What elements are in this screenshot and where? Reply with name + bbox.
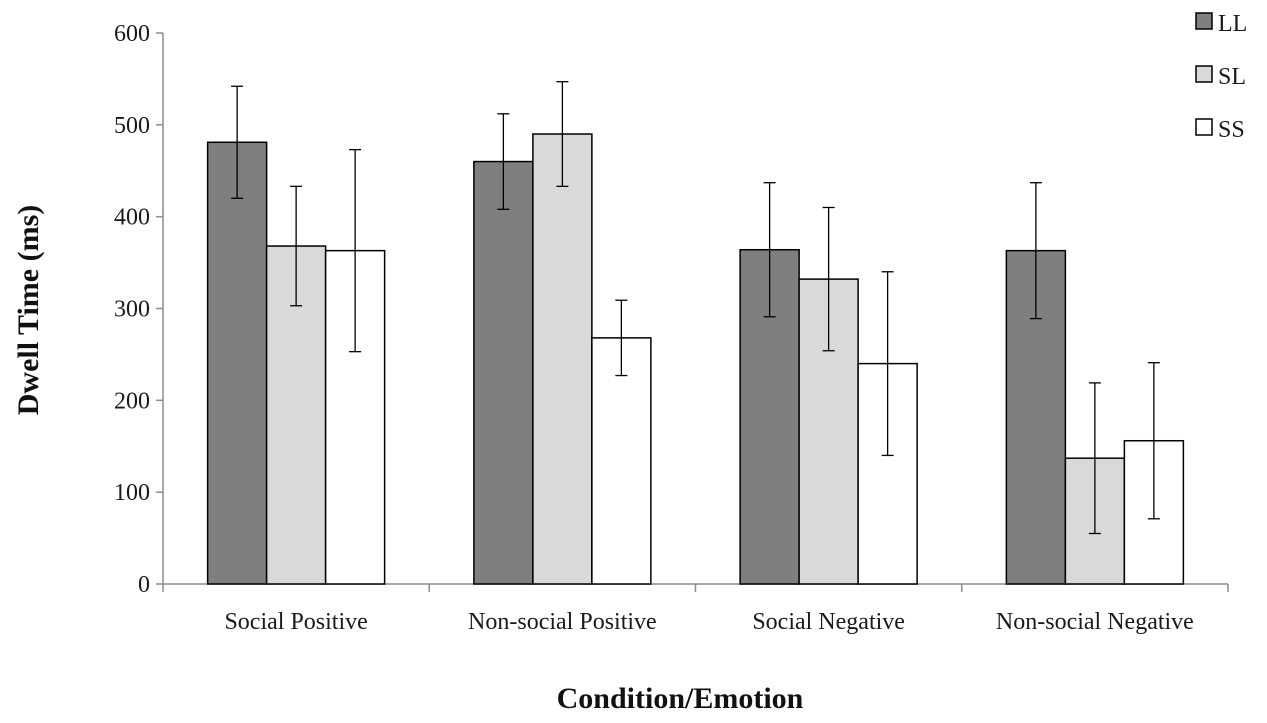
bar-ll-1: [206, 141, 268, 585]
y-tick-label: 200: [114, 388, 150, 414]
x-category-label: Social Positive: [224, 609, 367, 635]
error-bar-ss-3: [881, 271, 894, 457]
error-bar-sl-3: [822, 206, 835, 352]
x-category-label: Non-social Positive: [468, 609, 657, 635]
error-bar-ll-2: [497, 113, 510, 210]
y-tick-label: 100: [114, 480, 150, 506]
error-bars: [231, 81, 1160, 535]
bar-sl-2: [532, 133, 593, 585]
legend: LL SL SS: [1195, 11, 1247, 143]
x-axis-title: Condition/Emotion: [557, 682, 804, 715]
legend-label-ll: LL: [1218, 11, 1247, 37]
legend-label-sl: SL: [1218, 64, 1246, 90]
error-bar-sl-4: [1088, 382, 1101, 535]
y-axis-title: Dwell Time (ms): [12, 205, 45, 416]
y-tick-label: 0: [138, 572, 150, 598]
y-tick-label: 300: [114, 297, 150, 323]
bars: [206, 133, 1185, 585]
error-bar-ss-1: [349, 148, 362, 353]
legend-item-sl: SL: [1195, 64, 1246, 90]
y-axis: 0 100 200 300 400 500 600: [114, 21, 164, 598]
y-tick-label: 400: [114, 205, 150, 231]
error-bar-ss-4: [1147, 362, 1160, 520]
error-bar-sl-2: [556, 81, 569, 188]
error-bar-sl-1: [290, 185, 303, 307]
y-tick-label: 500: [114, 113, 150, 139]
y-tick-label: 600: [114, 21, 150, 47]
x-category-label: Social Negative: [752, 609, 905, 635]
bar-ss-2: [591, 337, 652, 585]
error-bar-ll-3: [763, 182, 776, 318]
error-bar-ll-4: [1029, 182, 1042, 320]
legend-item-ll: LL: [1195, 11, 1247, 37]
error-bar-ll-1: [231, 85, 244, 199]
x-axis: Social Positive Non-social Positive Social…: [162, 583, 1229, 635]
legend-item-ss: SS: [1195, 117, 1245, 143]
bar-ll-2: [473, 160, 534, 585]
legend-label-ss: SS: [1218, 117, 1245, 143]
error-bar-ss-2: [615, 299, 628, 377]
x-category-label: Non-social Negative: [996, 609, 1194, 635]
